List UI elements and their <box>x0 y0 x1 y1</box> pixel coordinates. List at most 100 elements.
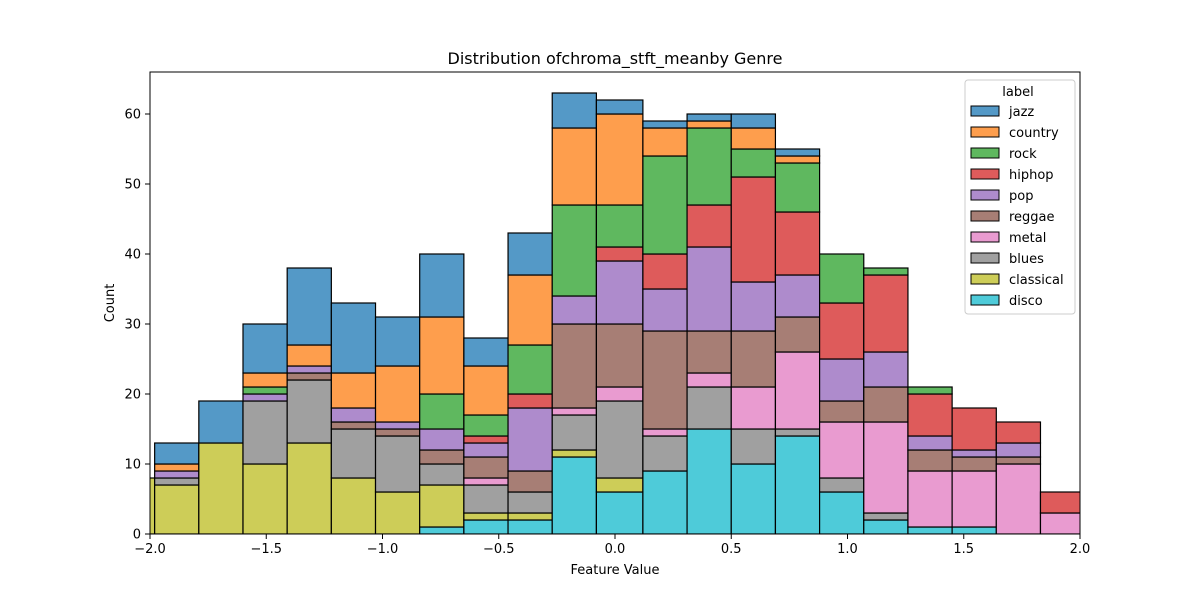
legend-label-metal: metal <box>1009 231 1046 246</box>
bar-jazz-bin-7 <box>419 253 465 318</box>
bar-reggae-bin-13 <box>686 330 732 374</box>
y-tick-label: 10 <box>124 458 141 473</box>
bar-rock-bin-11 <box>595 204 644 248</box>
bar-hiphop-bin-8 <box>463 435 509 444</box>
bar-reggae-bin-15 <box>774 316 821 353</box>
bar-blues-bin-14 <box>730 428 777 465</box>
bar-country-bin-1 <box>154 463 200 472</box>
bar-jazz-bin-15 <box>774 148 821 157</box>
bar-jazz-bin-11 <box>595 99 644 115</box>
bar-country-bin-8 <box>463 365 509 416</box>
legend-swatch-metal <box>970 231 1000 243</box>
bar-pop-bin-12 <box>642 288 688 332</box>
legend-label-blues: blues <box>1009 252 1044 267</box>
bar-jazz-bin-5 <box>330 302 377 374</box>
legend-swatch-rock <box>970 147 1000 159</box>
legend-label-reggae: reggae <box>1009 210 1055 225</box>
bar-classical-bin-7 <box>419 484 465 528</box>
legend-swatch-country <box>970 126 1000 138</box>
bar-jazz-bin-1 <box>154 442 200 465</box>
bar-pop-bin-5 <box>330 407 377 423</box>
bar-jazz-bin-2 <box>198 400 244 444</box>
bar-reggae-bin-17 <box>863 386 909 423</box>
legend-swatch-blues <box>970 252 1000 264</box>
bar-pop-bin-9 <box>507 407 553 472</box>
bar-pop-bin-3 <box>242 393 288 402</box>
bar-reggae-bin-9 <box>507 470 553 493</box>
bar-hiphop-bin-20 <box>995 421 1042 444</box>
bars-layer <box>150 92 1080 534</box>
legend-swatch-reggae <box>970 210 1000 222</box>
bar-reggae-bin-18 <box>907 449 953 472</box>
bar-classical-bin-6 <box>374 491 421 534</box>
bar-jazz-bin-14 <box>730 113 777 129</box>
legend-label-rock: rock <box>1009 147 1037 162</box>
bar-reggae-bin-8 <box>463 456 509 479</box>
bar-country-bin-4 <box>286 344 332 367</box>
bar-pop-bin-10 <box>551 295 597 325</box>
bar-pop-bin-11 <box>595 260 644 325</box>
bar-classical-bin-1 <box>154 484 200 534</box>
bar-pop-bin-7 <box>419 428 465 451</box>
bar-classical-bin-4 <box>286 442 332 534</box>
bar-blues-bin-15 <box>774 428 821 437</box>
bar-country-bin-15 <box>774 155 821 164</box>
x-axis: −2.0 −1.5 −1.0 −0.5 0.0 0.5 1.0 1.5 2.0 <box>134 534 1090 557</box>
bar-reggae-bin-19 <box>951 456 997 472</box>
legend-label-pop: pop <box>1009 189 1033 204</box>
bar-hiphop-bin-21 <box>1039 491 1080 514</box>
x-axis-label: Feature Value <box>571 563 660 578</box>
bar-hiphop-bin-13 <box>686 204 732 248</box>
bar-blues-bin-16 <box>818 477 865 493</box>
bar-disco-bin-13 <box>686 428 732 534</box>
bar-blues-bin-7 <box>419 463 465 486</box>
bar-blues-bin-3 <box>242 400 288 465</box>
bar-country-bin-11 <box>595 113 644 206</box>
legend-items: jazz country rock hiphop pop reggae metal blues… <box>970 105 1064 309</box>
bar-blues-bin-11 <box>595 400 644 479</box>
legend-swatch-disco <box>970 294 1000 306</box>
bar-disco-bin-12 <box>642 470 688 534</box>
bar-hiphop-bin-11 <box>595 246 644 262</box>
bar-rock-bin-16 <box>818 253 865 304</box>
bar-disco-bin-15 <box>774 435 821 534</box>
bar-jazz-bin-6 <box>374 316 421 367</box>
legend-title: label <box>1002 85 1033 100</box>
bar-rock-bin-3 <box>242 386 288 395</box>
bar-jazz-bin-13 <box>686 113 732 122</box>
legend-label-classical: classical <box>1009 273 1064 288</box>
bar-jazz-bin-12 <box>642 120 688 129</box>
bar-reggae-bin-5 <box>330 421 377 430</box>
bar-hiphop-bin-16 <box>818 302 865 360</box>
bar-rock-bin-12 <box>642 155 688 255</box>
bar-reggae-bin-12 <box>642 330 688 430</box>
bar-rock-bin-10 <box>551 204 597 297</box>
bar-reggae-bin-14 <box>730 330 777 388</box>
bar-rock-bin-18 <box>907 386 953 395</box>
bar-classical-bin-3 <box>242 463 288 534</box>
bar-blues-bin-1 <box>154 477 200 486</box>
bar-disco-bin-18 <box>907 526 953 534</box>
bar-classical-bin-2 <box>198 442 244 534</box>
bar-disco-bin-7 <box>419 526 465 534</box>
y-tick-label: 50 <box>124 178 141 193</box>
x-tick-label: −1.5 <box>250 542 282 557</box>
bar-disco-bin-9 <box>507 519 553 534</box>
bar-reggae-bin-7 <box>419 449 465 465</box>
bar-pop-bin-18 <box>907 435 953 451</box>
legend-swatch-classical <box>970 273 1000 285</box>
bar-country-bin-5 <box>330 372 377 409</box>
bar-rock-bin-13 <box>686 127 732 206</box>
bar-classical-bin-0 <box>150 477 156 534</box>
x-tick-label: −0.5 <box>483 542 515 557</box>
bar-country-bin-13 <box>686 120 732 129</box>
y-tick-label: 60 <box>124 108 141 123</box>
bar-jazz-bin-9 <box>507 232 553 276</box>
bar-hiphop-bin-12 <box>642 253 688 290</box>
legend-label-hiphop: hiphop <box>1009 168 1054 183</box>
bar-blues-bin-6 <box>374 435 421 493</box>
x-tick-label: 1.0 <box>837 542 858 557</box>
bar-jazz-bin-10 <box>551 92 597 129</box>
bar-metal-bin-8 <box>463 477 509 486</box>
legend: label jazz country rock hiphop pop reggae meta… <box>964 79 1076 315</box>
